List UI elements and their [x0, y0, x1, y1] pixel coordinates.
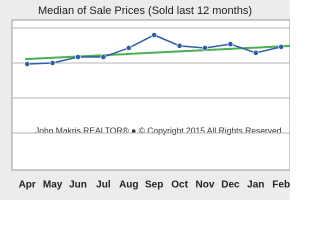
x-tick-label: Jun — [69, 180, 87, 191]
data-point — [278, 44, 285, 50]
plot-area — [11, 19, 290, 171]
x-tick-label: Apr — [19, 180, 36, 191]
trend-line — [25, 44, 290, 61]
x-tick-label: Aug — [119, 180, 138, 191]
x-tick-label: Dec — [221, 180, 240, 191]
data-point — [24, 61, 31, 67]
x-tick-label: Sep — [145, 180, 163, 191]
data-point — [202, 45, 208, 51]
x-tick-label: Jan — [247, 180, 264, 191]
watermark: John Makris REALTOR® ● © Copyright 2015 … — [35, 125, 282, 135]
chart-title: Median of Sale Prices (Sold last 12 mont… — [38, 5, 252, 17]
data-point — [151, 32, 158, 38]
x-tick-label: May — [43, 180, 63, 191]
page: {"chart_data": {"type": "line", "title":… — [0, 0, 290, 200]
x-tick-label: Nov — [196, 180, 215, 191]
data-point — [75, 54, 81, 60]
chart: Median of Sale Prices (Sold last 12 mont… — [0, 0, 290, 200]
data-point — [252, 49, 259, 56]
x-tick-label: Jul — [96, 180, 111, 191]
data-point — [49, 60, 56, 66]
data-point — [176, 42, 183, 49]
x-tick-label: Oct — [171, 180, 188, 191]
data-point — [100, 54, 107, 60]
x-tick-label: Feb — [272, 180, 290, 191]
data-point — [227, 41, 234, 47]
data-point — [125, 45, 132, 51]
